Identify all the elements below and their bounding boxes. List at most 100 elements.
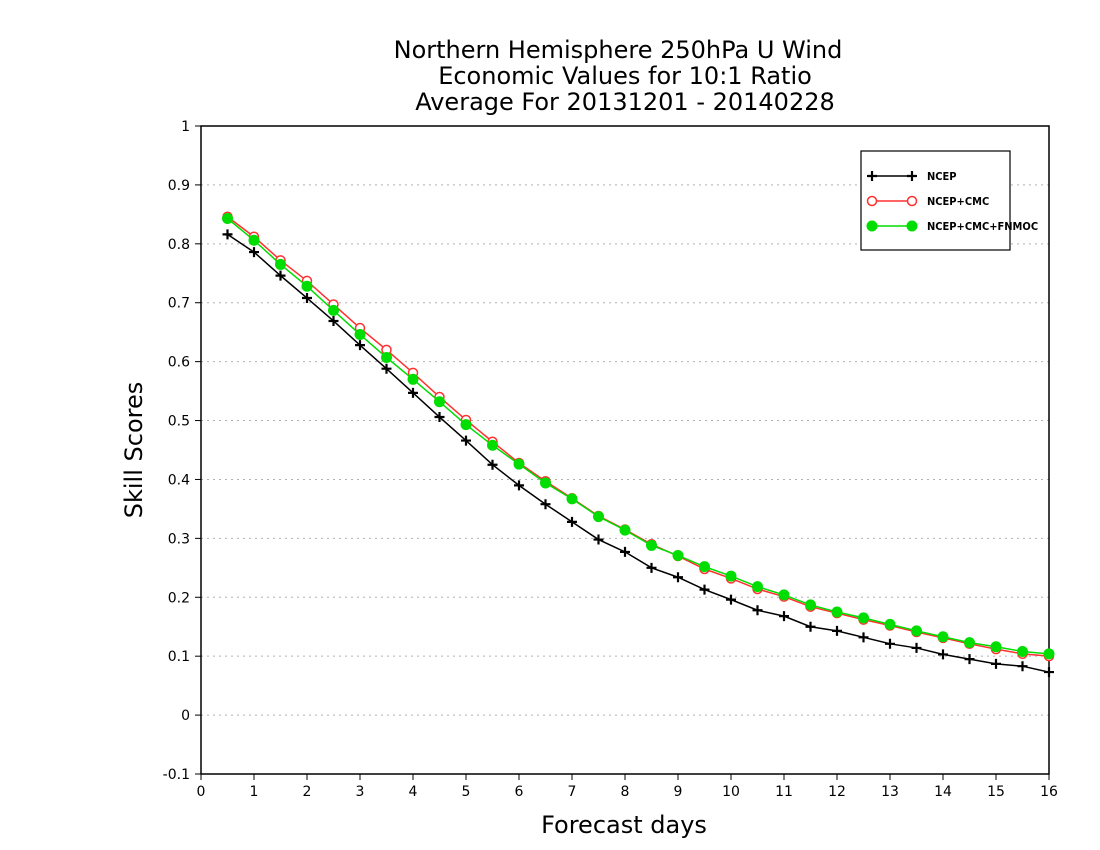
- x-tick-label: 11: [775, 784, 793, 800]
- y-tick-label: 0.2: [168, 590, 190, 606]
- x-tick-label: 6: [515, 784, 524, 800]
- legend-marker-2: [906, 195, 918, 207]
- x-tick-label: 14: [934, 784, 952, 800]
- series-1-point: [673, 572, 683, 583]
- y-tick-label: 0.6: [168, 355, 190, 371]
- series-1-point: [911, 642, 922, 653]
- x-tick-label: 12: [828, 784, 846, 800]
- series-2: [222, 211, 1055, 662]
- series-1-point: [620, 546, 630, 557]
- chart-title-line-1: Northern Hemisphere 250hPa U Wind: [394, 36, 843, 64]
- chart-title-line-3: Average For 20131201 - 20140228: [415, 88, 835, 116]
- series-1-point: [275, 270, 286, 281]
- x-tick-label: 2: [303, 784, 312, 800]
- series-1-point: [487, 459, 498, 470]
- series-3-point: [858, 612, 869, 624]
- series-3: [222, 212, 1055, 660]
- series-1-point: [938, 649, 948, 660]
- series-3-point: [540, 477, 551, 489]
- series-3-point: [513, 458, 525, 470]
- series-1-point: [1044, 667, 1054, 678]
- series-3-point: [699, 561, 710, 573]
- series-1-point: [567, 516, 577, 527]
- series-3-point: [593, 511, 604, 523]
- series-1-point: [434, 412, 445, 423]
- series-1-point: [832, 625, 842, 636]
- legend-label-2: NCEP+CMC: [927, 195, 989, 208]
- series-3-point: [937, 631, 949, 643]
- x-tick-label: 8: [621, 784, 630, 800]
- y-tick-label: -0.1: [163, 767, 190, 783]
- series-3-point: [619, 524, 631, 536]
- x-tick-label: 16: [1040, 784, 1058, 800]
- series-3-point: [1017, 645, 1028, 657]
- legend-marker-2: [866, 195, 878, 207]
- series-1-point: [355, 340, 365, 351]
- y-tick-label: 1: [181, 119, 190, 135]
- legend-marker-3: [906, 220, 918, 232]
- series-3-line: [227, 217, 1050, 655]
- series-1-point: [593, 534, 604, 545]
- series-3-point: [646, 539, 657, 551]
- series-1-point: [540, 499, 551, 510]
- legend-label-1: NCEP: [927, 170, 957, 183]
- series-3-point: [222, 212, 233, 224]
- y-tick-label: 0.9: [168, 178, 190, 194]
- x-tick-label: 15: [987, 784, 1005, 800]
- series-1-point: [805, 621, 816, 632]
- series-1-point: [699, 584, 710, 595]
- legend: NCEP NCEP+CMC NCEP+CMC+FNMOC: [860, 150, 1038, 251]
- series-3-point: [1043, 648, 1055, 660]
- series-layer: [222, 211, 1055, 678]
- y-tick-label: 0.3: [168, 531, 190, 547]
- series-1-point: [779, 611, 789, 622]
- series-3-point: [354, 329, 366, 341]
- series-1-point: [302, 293, 312, 304]
- series-3-point: [752, 581, 763, 593]
- x-axis: 0 1 2 3 4 5 6 7 8 9 10 11 12 13 14 15 16: [197, 774, 1058, 800]
- series-1-point: [381, 363, 392, 374]
- series-1-point: [991, 658, 1001, 669]
- series-1-point: [726, 594, 736, 605]
- y-tick-label: 0.5: [168, 414, 190, 430]
- y-axis: -0.1 0 0.1 0.2 0.3 0.4 0.5 0.6 0.7 0.8 0.9 1: [163, 119, 201, 783]
- chart-title: Northern Hemisphere 250hPa U Wind Econom…: [394, 36, 843, 116]
- series-3-point: [672, 549, 684, 561]
- legend-marker-1: [867, 171, 877, 181]
- series-1-point: [461, 435, 471, 446]
- legend-marker-1: [907, 171, 917, 181]
- series-3-point: [778, 589, 790, 601]
- series-1-point: [646, 562, 657, 573]
- series-1-point: [1017, 661, 1028, 672]
- x-tick-label: 3: [356, 784, 365, 800]
- series-3-point: [964, 637, 975, 649]
- legend-marker-3: [866, 220, 878, 232]
- series-1-point: [885, 638, 895, 649]
- series-1-line: [227, 233, 1050, 673]
- x-tick-label: 13: [881, 784, 899, 800]
- x-tick-label: 0: [197, 784, 206, 800]
- series-3-point: [275, 258, 286, 270]
- series-1-point: [858, 632, 869, 643]
- x-tick-label: 7: [568, 784, 577, 800]
- series-3-point: [805, 599, 816, 611]
- x-tick-label: 9: [674, 784, 683, 800]
- series-3-point: [911, 625, 922, 637]
- x-tick-label: 4: [409, 784, 418, 800]
- series-3-point: [725, 570, 737, 582]
- series-1-point: [249, 247, 259, 258]
- series-3-point: [990, 641, 1002, 653]
- series-1-point: [964, 654, 975, 665]
- series-3-point: [884, 618, 896, 630]
- series-3-point: [381, 352, 392, 364]
- series-1-point: [222, 229, 233, 240]
- series-3-point: [566, 493, 578, 505]
- series-3-point: [831, 606, 843, 618]
- series-3-point: [248, 234, 260, 246]
- grid-lines: [201, 184, 1049, 716]
- series-3-point: [407, 373, 419, 385]
- x-tick-label: 5: [462, 784, 471, 800]
- y-axis-title: Skill Scores: [120, 382, 148, 519]
- series-3-point: [487, 439, 498, 451]
